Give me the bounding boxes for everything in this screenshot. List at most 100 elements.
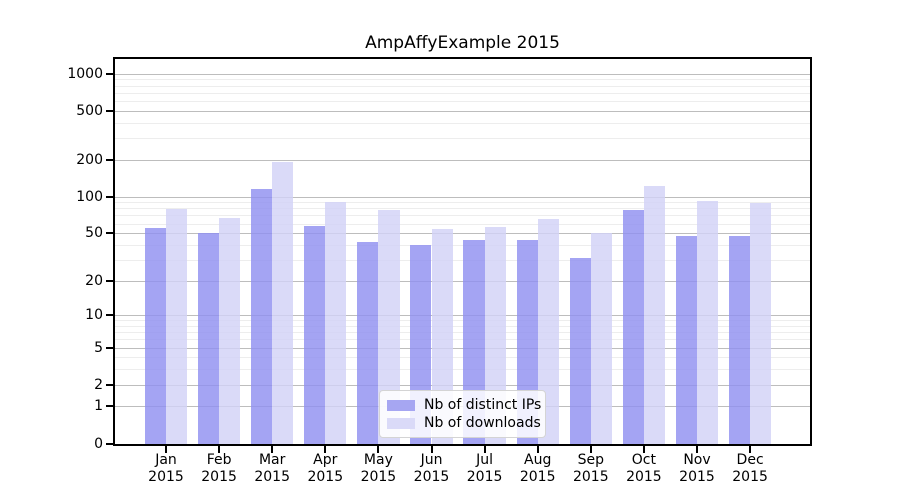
x-tick-month: Dec	[736, 452, 764, 468]
bars-layer	[115, 59, 810, 444]
bar-dec-ips	[728, 236, 751, 444]
legend-item-downloads: Nb of downloads	[387, 414, 541, 432]
y-tick-mark-5	[106, 346, 114, 349]
x-tick-month: Sep	[577, 452, 604, 468]
x-tick-year: 2015	[679, 469, 715, 485]
x-tick-month: Feb	[206, 452, 232, 468]
bar-may-ips	[357, 242, 379, 444]
x-tick-label-jul: Jul 2015	[455, 452, 515, 486]
x-tick-year: 2015	[360, 469, 397, 485]
bar-nov-downloads	[697, 200, 719, 444]
bar-mar-ips	[251, 189, 273, 444]
y-tick-mark-2	[106, 383, 114, 386]
legend-label-distinct-ips: Nb of distinct IPs	[424, 397, 542, 413]
bar-feb-ips	[197, 233, 220, 444]
x-tick-month: Oct	[631, 452, 656, 468]
x-tick-year: 2015	[732, 469, 768, 485]
minor-gridline-800	[115, 85, 810, 87]
x-tick-mark-aug	[536, 446, 539, 453]
plot-area	[113, 57, 812, 446]
bar-jan-ips	[144, 228, 166, 444]
x-tick-month: Mar	[258, 452, 286, 468]
x-tick-label-apr: Apr 2015	[295, 452, 355, 486]
bar-jul-downloads	[484, 227, 506, 444]
x-tick-mark-mar	[271, 446, 274, 453]
minor-gridline-3	[115, 369, 810, 371]
bar-mar-downloads	[272, 162, 294, 444]
bar-dec-downloads	[750, 203, 772, 444]
minor-gridline-6	[115, 339, 810, 341]
legend: Nb of distinct IPs Nb of downloads	[379, 390, 546, 438]
x-tick-year: 2015	[254, 469, 290, 485]
major-gridline-5	[115, 347, 810, 349]
x-tick-month: May	[363, 452, 393, 468]
x-tick-year: 2015	[148, 469, 184, 485]
x-tick-month: Jun	[420, 452, 443, 468]
y-tick-mark-20	[106, 279, 114, 282]
y-tick-mark-500	[106, 109, 114, 112]
minor-gridline-400	[115, 122, 810, 124]
minor-gridline-90	[115, 202, 810, 204]
major-gridline-500	[115, 110, 810, 112]
bar-sep-downloads	[590, 233, 612, 444]
minor-gridline-7	[115, 332, 810, 334]
y-tick-mark-100	[106, 195, 114, 198]
y-tick-mark-1000	[106, 72, 114, 75]
minor-gridline-4	[115, 357, 810, 359]
major-gridline-20	[115, 280, 810, 282]
bar-jan-downloads	[166, 209, 188, 444]
major-gridline-2	[115, 384, 810, 386]
major-gridline-50	[115, 233, 810, 235]
major-gridline-10	[115, 315, 810, 317]
x-tick-year: 2015	[201, 469, 237, 485]
x-tick-month: Aug	[524, 452, 552, 468]
y-tick-label-500: 500	[76, 102, 103, 119]
y-tick-mark-200	[106, 158, 114, 161]
x-tick-label-dec: Dec 2015	[720, 452, 780, 486]
minor-gridline-9	[115, 320, 810, 322]
legend-item-distinct-ips: Nb of distinct IPs	[387, 396, 541, 414]
legend-swatch-downloads	[387, 417, 415, 429]
major-gridline-100	[115, 196, 810, 198]
x-tick-label-jan: Jan 2015	[136, 452, 196, 486]
x-tick-year: 2015	[307, 469, 344, 485]
x-tick-mark-jun	[430, 446, 433, 453]
bar-nov-ips	[675, 236, 697, 444]
legend-label-downloads: Nb of downloads	[424, 415, 541, 431]
minor-gridline-60	[115, 223, 810, 225]
x-tick-mark-nov	[696, 446, 698, 453]
chart-title: AmpAffyExample 2015	[365, 33, 560, 53]
y-tick-label-10: 10	[85, 307, 103, 324]
major-gridline-200	[115, 159, 810, 161]
y-tick-label-100: 100	[76, 188, 103, 205]
minor-gridline-80	[115, 208, 810, 210]
y-tick-label-0: 0	[94, 435, 103, 452]
minor-gridline-40	[115, 244, 810, 246]
bar-sep-ips	[569, 258, 591, 444]
x-tick-mark-oct	[642, 446, 645, 453]
x-tick-month: Nov	[683, 452, 711, 468]
minor-gridline-70	[115, 215, 810, 217]
x-tick-mark-may	[377, 446, 380, 453]
bar-oct-ips	[622, 209, 644, 444]
minor-gridline-600	[115, 101, 810, 103]
minor-gridline-300	[115, 138, 810, 140]
y-tick-mark-10	[106, 314, 114, 317]
x-tick-month: Jan	[155, 452, 177, 468]
bar-apr-downloads	[325, 201, 347, 444]
x-tick-label-feb: Feb 2015	[189, 452, 249, 486]
x-tick-label-aug: Aug 2015	[508, 452, 568, 486]
x-tick-mark-feb	[218, 446, 221, 453]
bar-apr-ips	[304, 226, 326, 444]
bar-oct-downloads	[643, 186, 666, 444]
y-tick-label-200: 200	[76, 151, 103, 168]
y-tick-label-2: 2	[94, 376, 103, 393]
y-tick-mark-0	[106, 442, 114, 445]
bar-feb-downloads	[219, 217, 241, 444]
x-tick-year: 2015	[572, 469, 609, 485]
x-tick-label-oct: Oct 2015	[614, 452, 674, 486]
y-tick-label-1: 1	[94, 398, 103, 415]
y-tick-mark-1	[106, 405, 114, 408]
x-tick-label-may: May 2015	[348, 452, 408, 486]
